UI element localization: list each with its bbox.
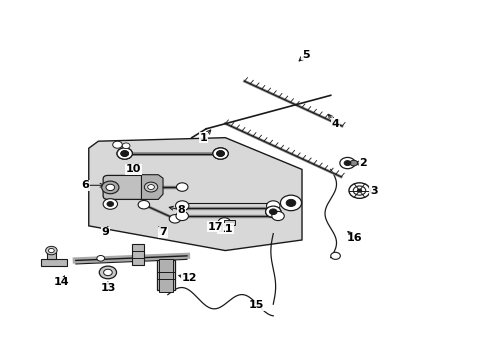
- Circle shape: [48, 248, 54, 253]
- Polygon shape: [89, 138, 302, 251]
- Bar: [132, 243, 143, 265]
- Circle shape: [117, 148, 132, 159]
- Bar: [224, 220, 234, 225]
- Circle shape: [122, 143, 130, 149]
- Circle shape: [216, 151, 224, 156]
- Text: 14: 14: [54, 277, 69, 287]
- Circle shape: [285, 199, 295, 207]
- Circle shape: [97, 256, 104, 261]
- Bar: [159, 259, 172, 292]
- Text: 1: 1: [200, 133, 207, 143]
- Text: 4: 4: [331, 118, 339, 129]
- Circle shape: [339, 157, 354, 169]
- Text: 10: 10: [125, 165, 141, 174]
- Circle shape: [102, 181, 119, 194]
- Polygon shape: [141, 175, 163, 199]
- Text: 5: 5: [302, 50, 309, 60]
- Circle shape: [138, 201, 149, 209]
- Circle shape: [280, 195, 301, 211]
- Circle shape: [265, 206, 280, 217]
- Circle shape: [99, 266, 116, 279]
- Circle shape: [176, 183, 187, 191]
- Circle shape: [175, 201, 188, 211]
- Circle shape: [112, 141, 122, 148]
- Circle shape: [169, 215, 181, 223]
- Circle shape: [349, 160, 357, 166]
- Circle shape: [144, 182, 158, 192]
- Circle shape: [218, 218, 230, 227]
- Circle shape: [103, 199, 117, 209]
- Bar: [41, 259, 67, 266]
- Circle shape: [106, 184, 114, 190]
- Circle shape: [265, 206, 280, 217]
- Text: 2: 2: [359, 158, 366, 168]
- Text: 11: 11: [217, 224, 233, 234]
- Circle shape: [45, 246, 57, 255]
- Circle shape: [121, 151, 128, 156]
- FancyBboxPatch shape: [103, 175, 148, 199]
- Text: 3: 3: [369, 186, 377, 195]
- Text: 6: 6: [81, 180, 89, 190]
- Text: 13: 13: [100, 283, 115, 293]
- Circle shape: [269, 209, 277, 215]
- Circle shape: [216, 151, 224, 156]
- Circle shape: [117, 148, 132, 159]
- Text: 17: 17: [207, 221, 223, 231]
- Circle shape: [330, 252, 340, 259]
- Circle shape: [176, 211, 188, 221]
- Bar: [157, 260, 175, 290]
- Text: 9: 9: [102, 227, 109, 237]
- Text: 8: 8: [177, 205, 185, 215]
- Circle shape: [344, 161, 350, 166]
- Text: 15: 15: [248, 300, 264, 310]
- Circle shape: [212, 148, 228, 159]
- Circle shape: [103, 269, 112, 276]
- Circle shape: [212, 148, 228, 159]
- Circle shape: [271, 211, 284, 221]
- Bar: [47, 252, 56, 259]
- Text: 12: 12: [181, 273, 197, 283]
- Circle shape: [352, 186, 365, 195]
- Text: 7: 7: [159, 227, 166, 237]
- Text: 16: 16: [346, 233, 362, 243]
- Circle shape: [357, 189, 361, 192]
- Circle shape: [266, 201, 280, 211]
- Circle shape: [147, 185, 154, 189]
- Circle shape: [348, 183, 369, 198]
- Circle shape: [121, 151, 128, 156]
- Circle shape: [107, 202, 113, 207]
